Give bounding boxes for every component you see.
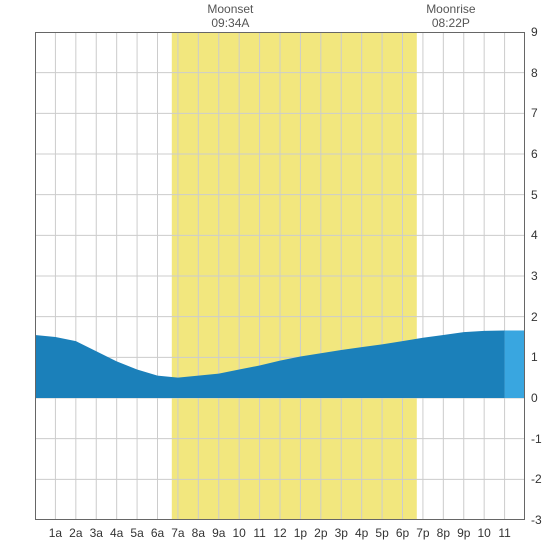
moonset-annotation: Moonset 09:34A [200,2,260,30]
y-tick-label: -2 [531,472,550,486]
x-tick-label: 10 [477,526,490,540]
chart-annotations: Moonset 09:34A Moonrise 08:22P [0,0,550,30]
chart-plot-area [35,32,525,520]
x-tick-label: 3p [335,526,348,540]
x-tick-label: 1p [294,526,307,540]
x-tick-label: 11 [498,526,510,540]
y-tick-label: -3 [531,513,550,527]
y-tick-label: 3 [531,269,550,283]
x-tick-label: 4p [355,526,368,540]
y-tick-label: 7 [531,106,550,120]
tide-chart-container: Moonset 09:34A Moonrise 08:22P -3-2-1012… [0,0,550,550]
moonrise-title: Moonrise [421,2,481,16]
y-tick-label: 4 [531,228,550,242]
x-tick-label: 7a [171,526,184,540]
moonrise-annotation: Moonrise 08:22P [421,2,481,30]
y-tick-label: 1 [531,350,550,364]
x-tick-label: 3a [90,526,103,540]
y-tick-label: 8 [531,66,550,80]
x-tick-label: 7p [416,526,429,540]
x-tick-label: 6p [396,526,409,540]
x-tick-label: 12 [273,526,286,540]
x-tick-label: 2a [69,526,82,540]
x-tick-label: 5a [130,526,143,540]
x-tick-label: 6a [151,526,164,540]
moonset-title: Moonset [200,2,260,16]
y-tick-label: 6 [531,147,550,161]
x-tick-label: 10 [232,526,245,540]
y-tick-label: 0 [531,391,550,405]
x-tick-label: 11 [253,526,265,540]
x-tick-label: 9p [457,526,470,540]
y-tick-label: 2 [531,310,550,324]
x-tick-label: 8p [437,526,450,540]
moonrise-time: 08:22P [421,16,481,30]
x-tick-label: 2p [314,526,327,540]
x-tick-label: 1a [49,526,62,540]
y-tick-label: -1 [531,432,550,446]
x-tick-label: 8a [192,526,205,540]
x-tick-label: 5p [375,526,388,540]
y-tick-label: 5 [531,188,550,202]
x-tick-label: 4a [110,526,123,540]
chart-svg [35,32,525,520]
y-tick-label: 9 [531,25,550,39]
moonset-time: 09:34A [200,16,260,30]
x-tick-label: 9a [212,526,225,540]
